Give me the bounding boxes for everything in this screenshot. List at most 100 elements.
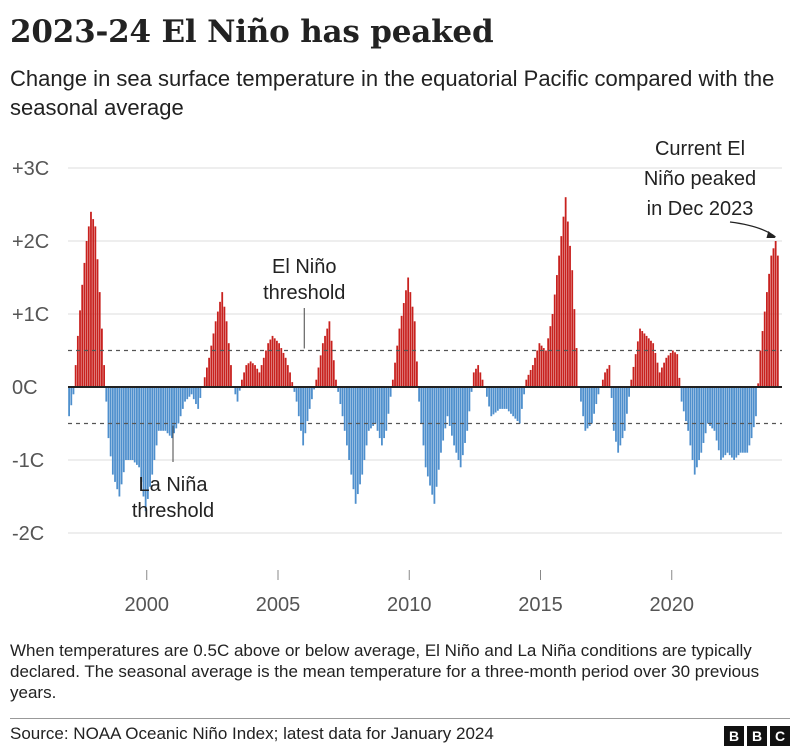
chart-bar: [499, 387, 501, 409]
chart-bar: [236, 387, 239, 402]
chart-bar: [586, 387, 589, 429]
chart-bar: [116, 387, 119, 490]
chart-bar: [566, 221, 569, 387]
chart-bar: [726, 387, 729, 453]
chart-bar: [531, 365, 534, 387]
chart-bar: [269, 339, 272, 387]
chart-bar: [687, 387, 690, 431]
chart-bar: [444, 387, 447, 429]
chart-bar: [146, 387, 149, 499]
chart-bar: [356, 387, 359, 495]
chart-bar: [584, 387, 587, 431]
chart-bar: [190, 387, 193, 395]
chart-bar: [144, 387, 147, 512]
peak-annotation-label: Current El: [655, 138, 745, 160]
chart-bar: [457, 387, 460, 460]
chart-bar: [739, 387, 742, 453]
chart-bar: [251, 363, 254, 387]
bbc-logo-letter: B: [724, 726, 744, 746]
chart-bar: [114, 387, 116, 482]
chart-bar: [324, 335, 326, 387]
chart-bar: [225, 321, 228, 387]
chart-bar: [446, 387, 449, 417]
chart-bar: [92, 219, 95, 387]
chart-bar: [142, 387, 145, 497]
chart-bar: [706, 387, 709, 424]
footer-divider: [10, 718, 790, 719]
chart-bar: [715, 387, 718, 441]
chart-bar: [160, 387, 162, 431]
chart-bar: [757, 383, 760, 387]
chart-bar: [216, 311, 219, 387]
chart-bar: [527, 374, 530, 387]
chart-bar: [669, 352, 672, 387]
chart-bar: [632, 366, 635, 387]
chart-bar: [746, 387, 749, 453]
chart-bar: [258, 372, 261, 387]
chart-bar: [494, 387, 497, 413]
chart-bar: [663, 362, 665, 387]
chart-bar: [645, 335, 648, 387]
x-tick-label: 2010: [387, 594, 432, 616]
chart-bar: [416, 361, 418, 387]
chart-bar: [164, 387, 167, 431]
chart-bar: [247, 363, 250, 387]
chart-bar: [304, 387, 307, 434]
chart-bar: [671, 350, 674, 387]
chart-bar: [101, 328, 103, 387]
chart-bar: [223, 306, 226, 387]
chart-bar: [461, 387, 464, 456]
chart-bar: [127, 387, 130, 460]
chart-bar: [772, 248, 775, 387]
chart-bar: [157, 387, 160, 431]
y-tick-label: +1C: [12, 304, 49, 326]
chart-bar: [289, 372, 291, 387]
chart-bar: [372, 387, 375, 426]
chart-bar: [343, 387, 346, 431]
chart-bar: [203, 377, 206, 387]
chart-bar: [538, 343, 541, 387]
chart-bar: [273, 338, 276, 387]
chart-bar: [94, 226, 97, 387]
chart-bar: [510, 387, 512, 414]
chart-bar: [615, 387, 617, 442]
chart-bar: [741, 387, 744, 453]
chart-bar: [214, 321, 217, 387]
chart-bar: [243, 372, 245, 387]
chart-bar: [770, 255, 773, 387]
chart-bar: [766, 292, 768, 387]
chart-bar: [122, 387, 125, 473]
chart-bar: [750, 387, 753, 439]
chart-bar: [521, 387, 523, 409]
chart-bar: [501, 387, 504, 409]
chart-bar: [702, 387, 705, 443]
chart-bar: [523, 387, 525, 395]
chart-bar: [118, 387, 121, 497]
chart-bar: [503, 387, 506, 409]
chart-title: 2023-24 El Niño has peaked: [10, 14, 494, 50]
chart-bar: [308, 387, 311, 409]
chart-bar: [208, 357, 210, 387]
chart-bar: [293, 387, 296, 392]
chart-bar: [768, 273, 770, 387]
chart-bar: [149, 387, 151, 487]
bbc-logo-letter: C: [770, 726, 790, 746]
chart-bar: [435, 387, 438, 487]
chart-bar: [540, 345, 543, 387]
chart-bar: [492, 387, 495, 415]
chart-bar: [346, 387, 348, 446]
chart-bar: [459, 387, 462, 468]
chart-bar: [464, 387, 466, 443]
chart-bar: [536, 350, 539, 387]
chart-bar: [140, 387, 143, 482]
chart-bar: [166, 387, 169, 434]
chart-bar: [76, 335, 79, 387]
chart-bar: [383, 387, 385, 439]
chart-bar: [442, 387, 445, 441]
y-tick-label: +2C: [12, 231, 49, 253]
chart-bar: [569, 245, 571, 387]
chart-bar: [81, 284, 84, 387]
y-tick-label: -1C: [12, 450, 44, 472]
chart-bar: [210, 345, 213, 387]
chart-bar: [212, 333, 215, 387]
